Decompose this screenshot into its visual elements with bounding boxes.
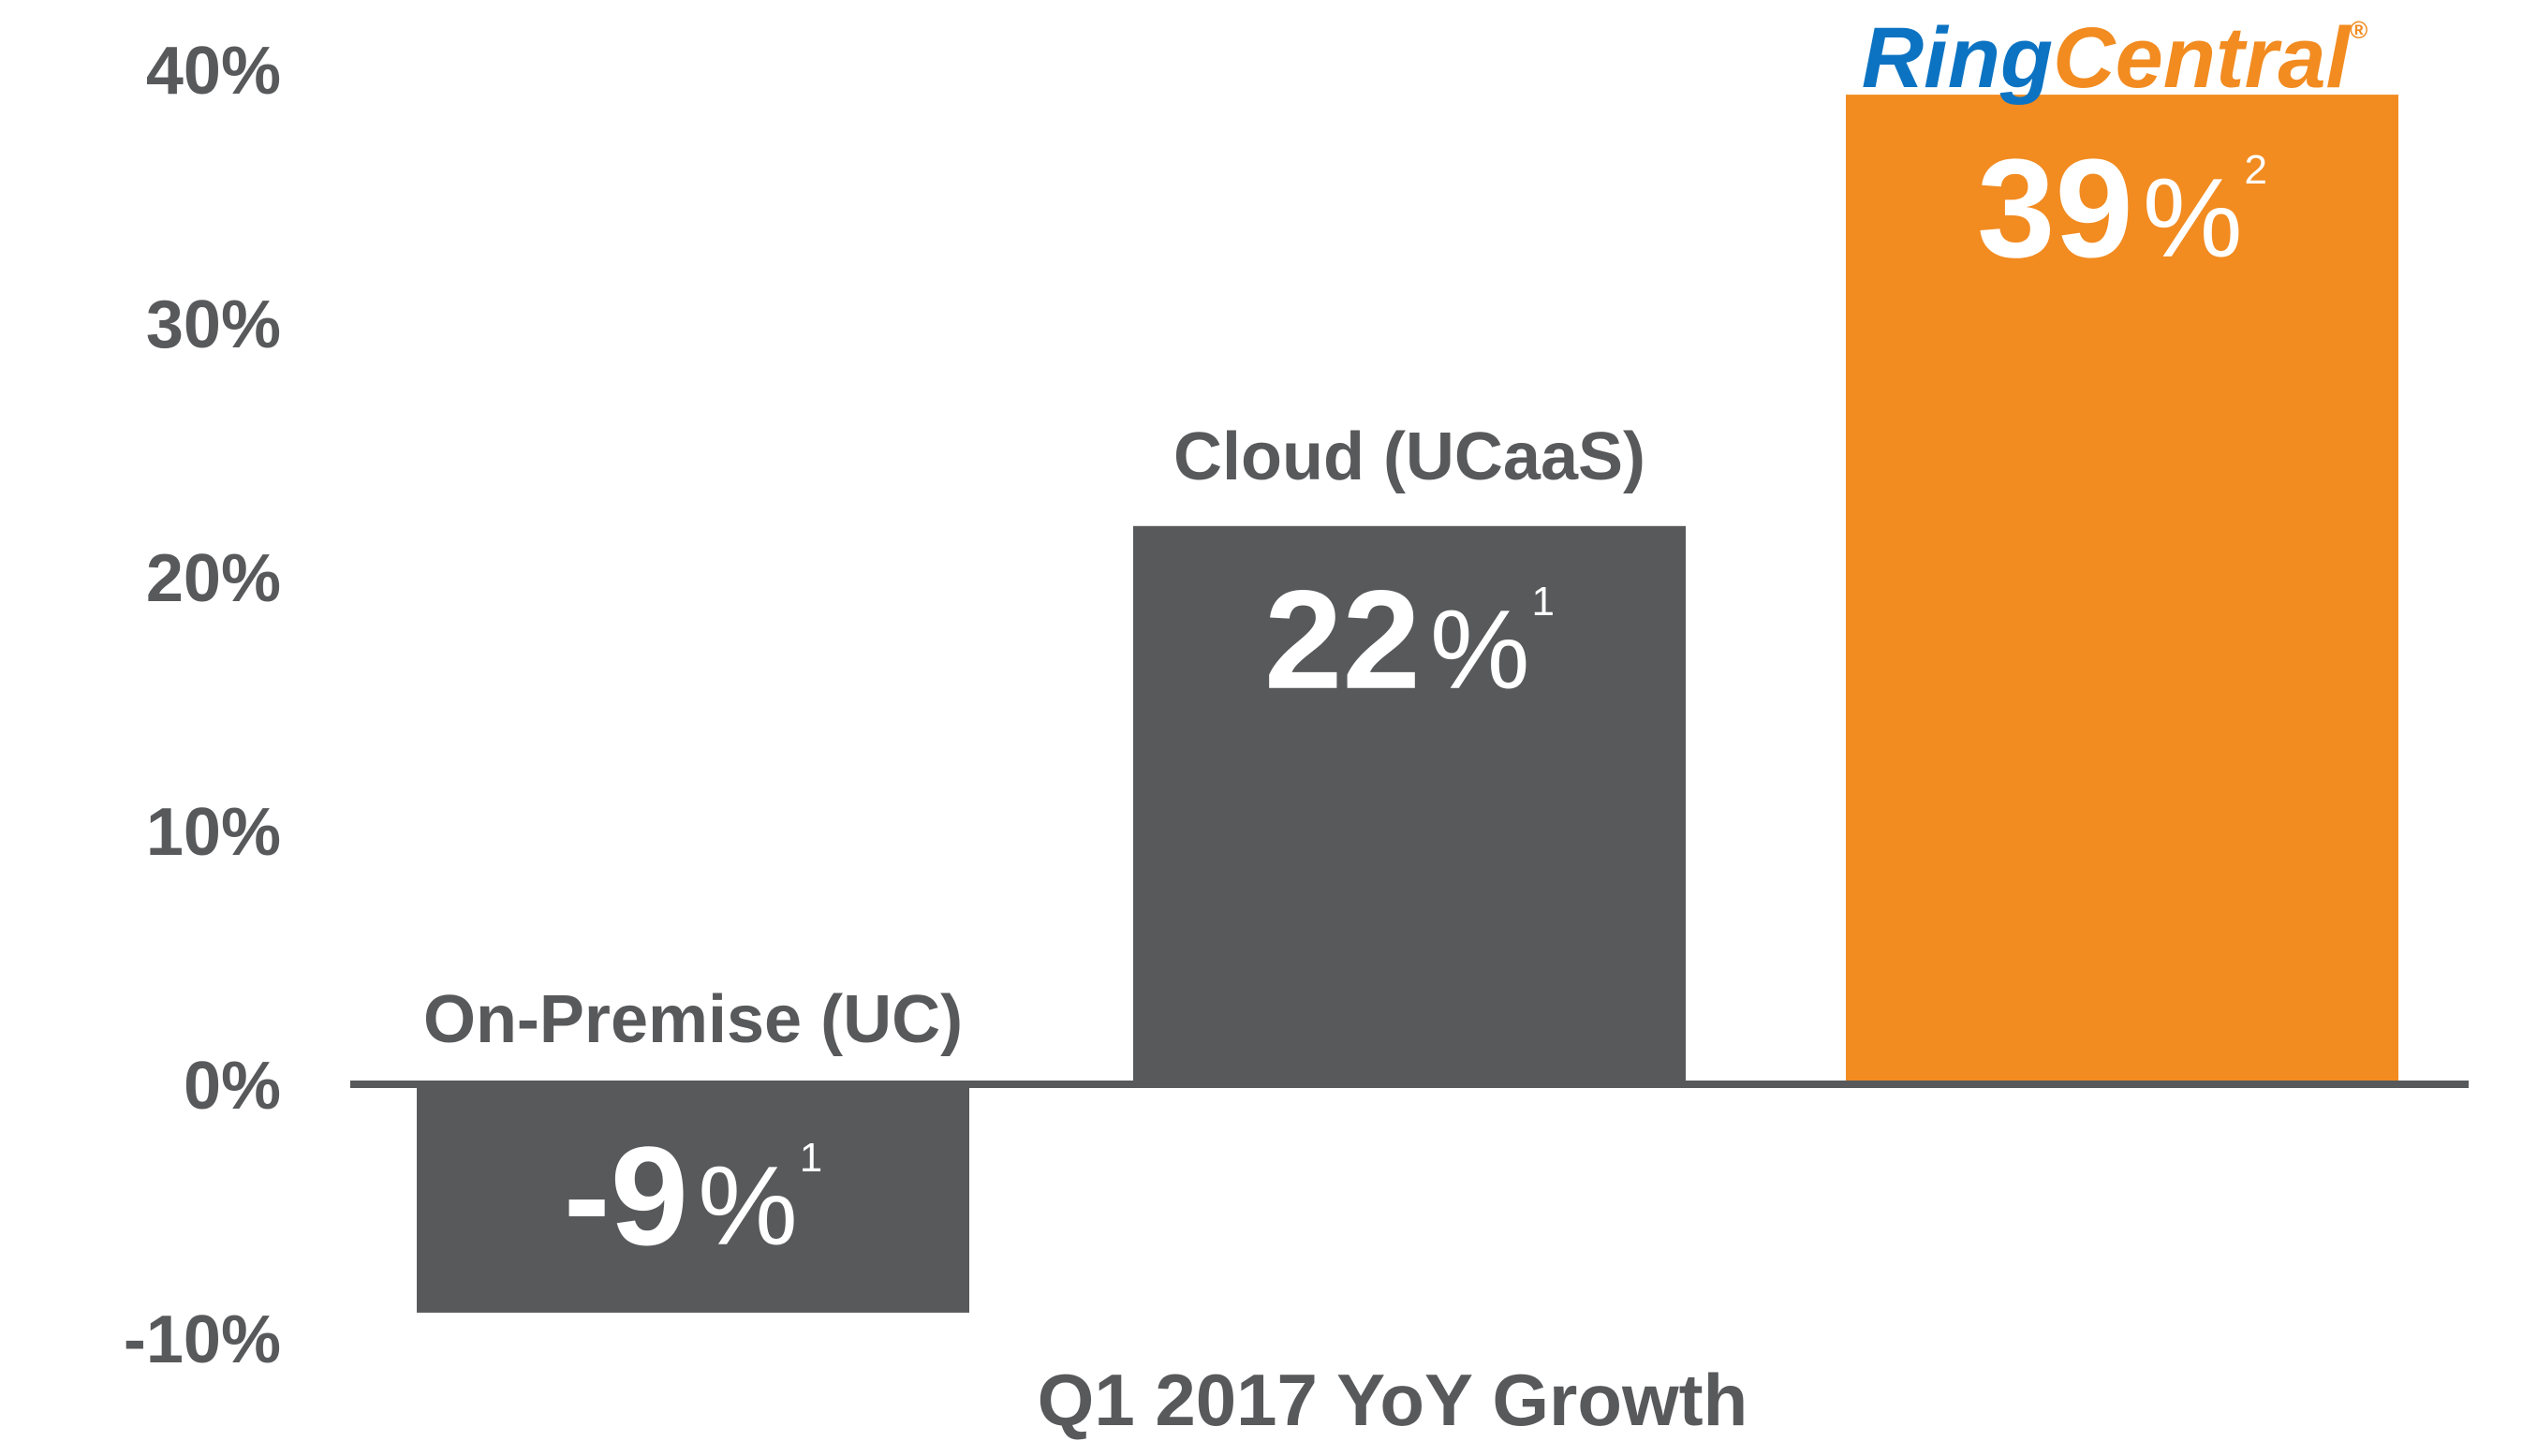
bars <box>417 95 2398 1313</box>
value-label: -9%1 <box>564 1117 823 1274</box>
category-label: Cloud (UCaaS) <box>1173 419 1645 494</box>
bar <box>417 1084 969 1313</box>
y-tick-label: 30% <box>146 287 281 362</box>
value-label: 39%2 <box>1977 129 2267 287</box>
y-tick-label: 20% <box>146 541 281 616</box>
y-tick-label: 40% <box>146 34 281 109</box>
category-labels: On-Premise (UC) Cloud (UCaaS) RingCentral® <box>423 10 2367 1057</box>
value-labels: -9%1 22%1 39%2 <box>564 129 2267 1274</box>
bar <box>1133 525 1686 1084</box>
value-label: 22%1 <box>1264 561 1555 718</box>
y-tick-label: 10% <box>146 795 281 870</box>
y-axis-ticks: 40% 30% 20% 10% 0% -10% <box>124 34 281 1377</box>
category-label: On-Premise (UC) <box>423 982 963 1057</box>
ringcentral-logo: RingCentral® <box>1862 10 2368 106</box>
bar <box>1846 95 2398 1085</box>
y-tick-label: -10% <box>124 1302 281 1377</box>
y-tick-label: 0% <box>184 1049 281 1124</box>
x-axis-label: Q1 2017 YoY Growth <box>1038 1359 1748 1441</box>
